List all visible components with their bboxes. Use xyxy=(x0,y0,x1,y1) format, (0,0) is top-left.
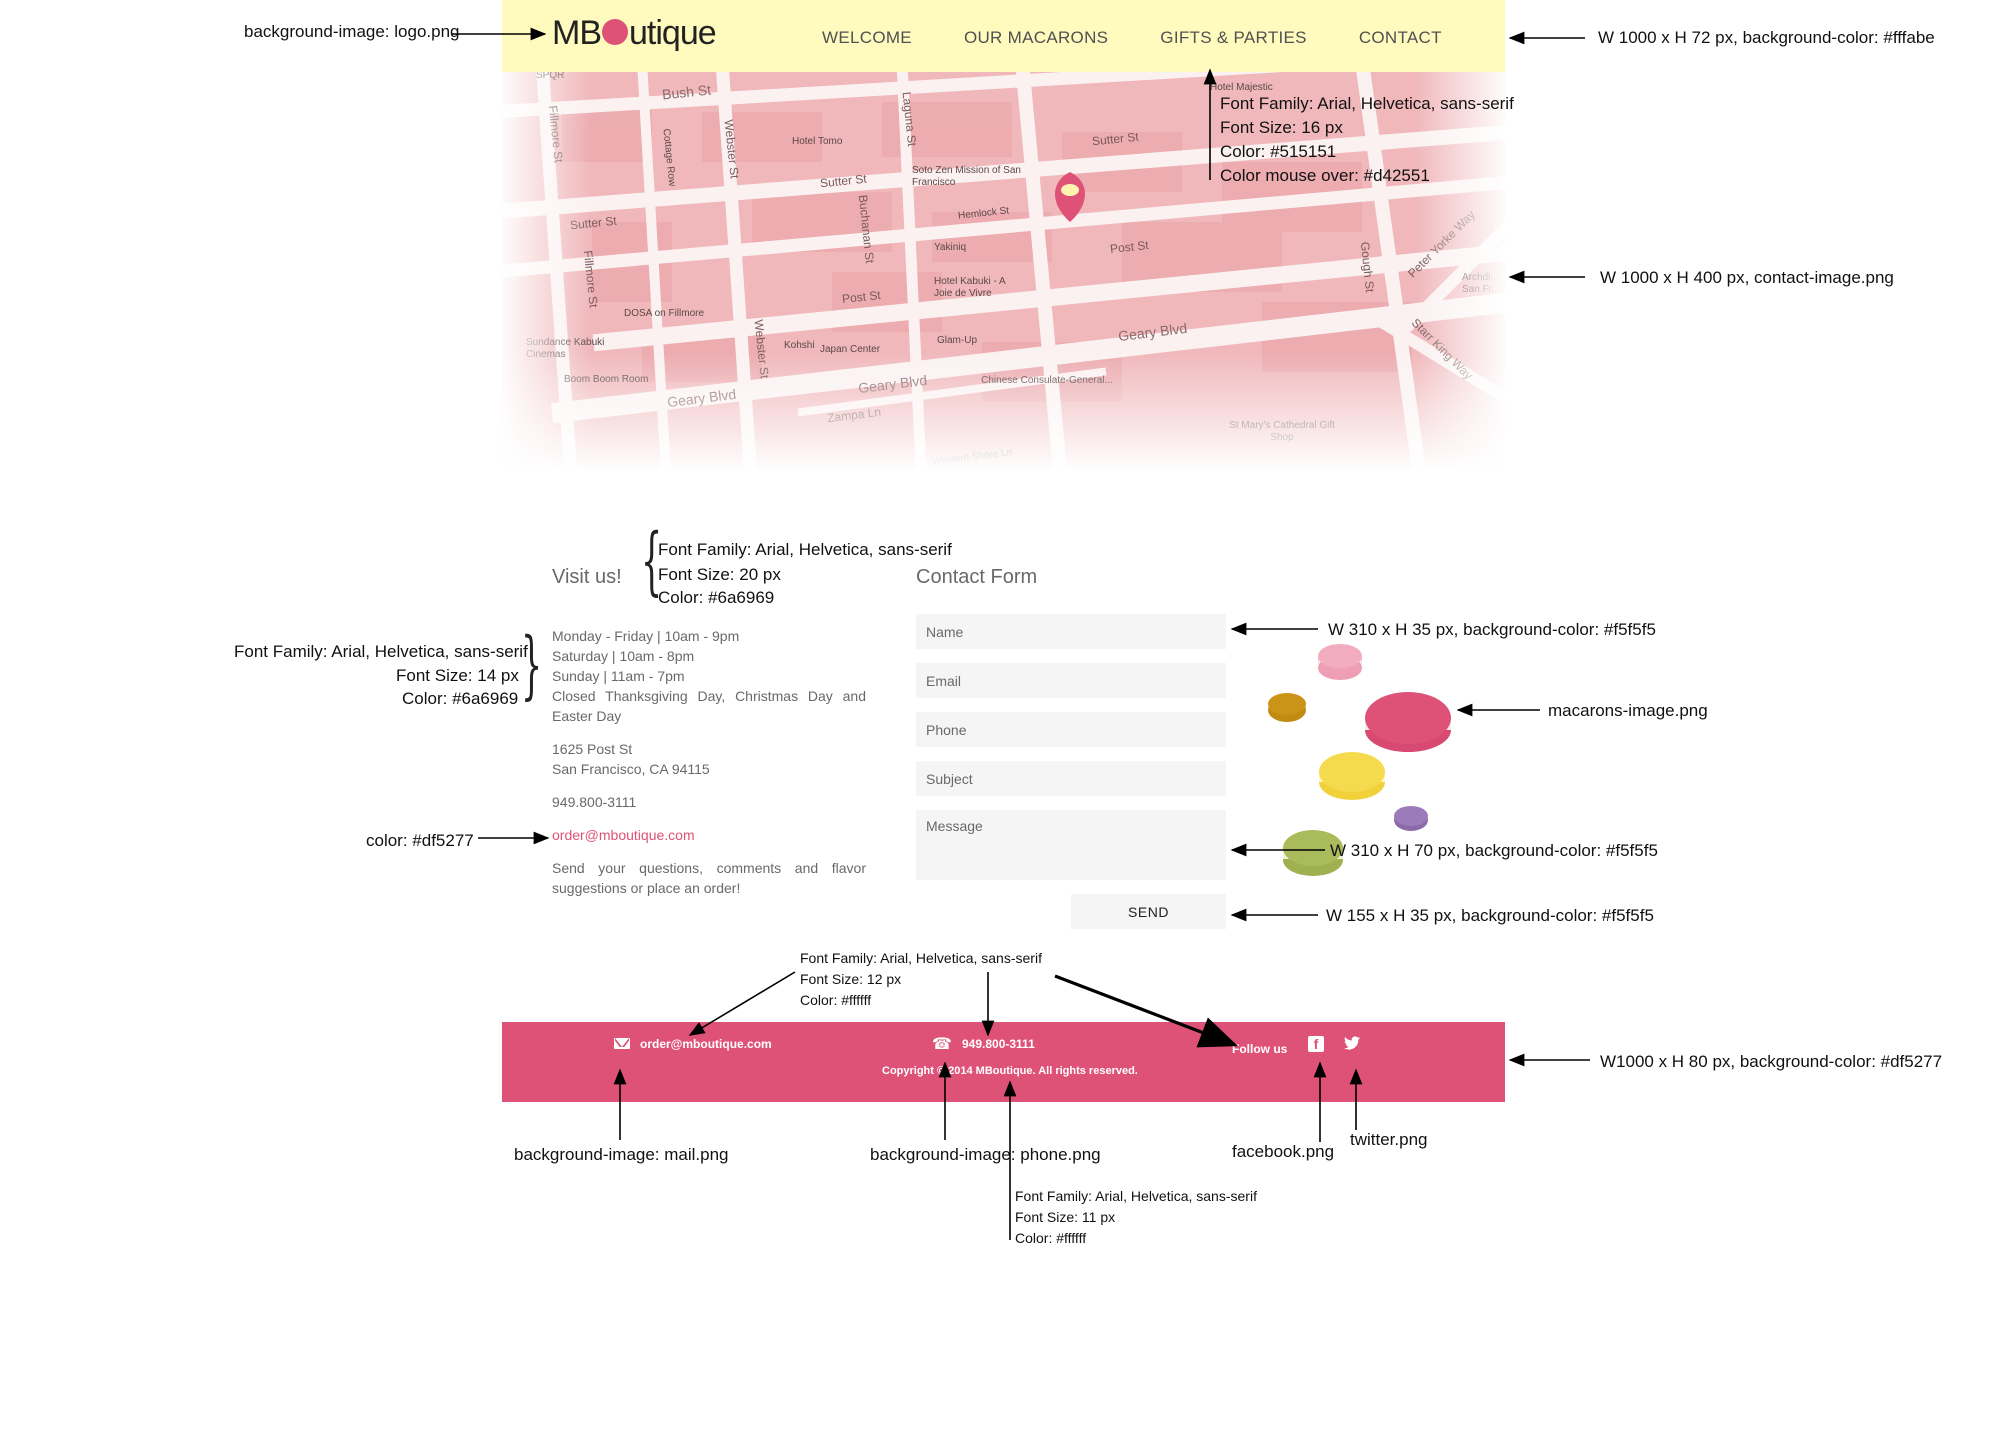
hours-line: Sunday | 11am - 7pm xyxy=(552,668,685,684)
nav-gifts-parties[interactable]: GIFTS & PARTIES xyxy=(1160,28,1307,47)
annotation-label: facebook.png xyxy=(1232,1142,1335,1161)
map-label: Kohshi xyxy=(784,340,815,351)
macaron-amber xyxy=(1268,693,1306,722)
annotation-label: Color: #ffffff xyxy=(1015,1230,1087,1246)
annotation-label: W 1000 x H 72 px, background-color: #fff… xyxy=(1598,28,1935,47)
message-field[interactable] xyxy=(916,810,1226,880)
footer-email-link[interactable]: order@mboutique.com xyxy=(640,1037,772,1051)
contact-map-image: SPQR Bush St Fillmore St Cottage Row Web… xyxy=(502,72,1505,472)
map-label: Hotel Tomo xyxy=(792,136,843,147)
annotation-label: Font Family: Arial, Helvetica, sans-seri… xyxy=(658,540,952,559)
annotation-label: background-image: phone.png xyxy=(870,1145,1101,1164)
map-label: Hotel Kabuki - A Joie de Vivre xyxy=(934,276,1006,299)
visit-note: Send your questions, comments and flavor… xyxy=(552,860,866,896)
macaron-purple xyxy=(1394,806,1428,831)
nav-links: WELCOME OUR MACARONS GIFTS & PARTIES CON… xyxy=(822,28,1442,48)
map-pin-icon xyxy=(1055,172,1085,222)
nav-welcome[interactable]: WELCOME xyxy=(822,28,912,47)
phone-field[interactable] xyxy=(916,712,1226,747)
logo[interactable]: MB utique xyxy=(552,14,717,52)
visit-title: Visit us! xyxy=(552,566,622,588)
address-line: San Francisco, CA 94115 xyxy=(552,761,710,777)
annotation-label: Color: #515151 xyxy=(1220,142,1337,161)
form-title: Contact Form xyxy=(916,566,1038,588)
annotation-label: twitter.png xyxy=(1350,1130,1428,1149)
email-field[interactable] xyxy=(916,663,1226,698)
address-line: 1625 Post St xyxy=(552,741,633,757)
annotation-label: Color: #ffffff xyxy=(800,992,872,1008)
annotation-label: W 155 x H 35 px, background-color: #f5f5… xyxy=(1326,906,1654,925)
annotation-label: Font Family: Arial, Helvetica, sans-seri… xyxy=(1015,1188,1257,1204)
nav-our-macarons[interactable]: OUR MACARONS xyxy=(963,28,1109,47)
annotation-label: Font Size: 14 px xyxy=(396,666,519,685)
macaron-yellow xyxy=(1319,752,1385,800)
macarons-image xyxy=(1268,644,1451,876)
mail-icon xyxy=(614,1038,630,1049)
annotation-label: Font Family: Arial, Helvetica, sans-seri… xyxy=(234,642,528,661)
send-button[interactable]: SEND xyxy=(1071,894,1226,929)
visit-email-link[interactable]: order@mboutique.com xyxy=(552,827,695,843)
annotation-label: color: #df5277 xyxy=(366,831,474,850)
follow-us-label: Follow us xyxy=(1232,1042,1288,1056)
annotation-label: background-image: logo.png xyxy=(244,22,460,41)
macaron-pink-large xyxy=(1365,692,1451,752)
map-label: Glam-Up xyxy=(937,335,978,346)
map-label: Soto Zen Mission of San Francisco xyxy=(912,165,1021,188)
annotation-label: Font Size: 11 px xyxy=(1015,1209,1116,1225)
hours-line: Monday - Friday | 10am - 9pm xyxy=(552,628,740,644)
annotation-label: Font Size: 20 px xyxy=(658,565,781,584)
macaron-green xyxy=(1283,830,1343,876)
subject-field[interactable] xyxy=(916,761,1226,796)
phone-icon: ☎ xyxy=(932,1036,952,1053)
annotation-label: Font Family: Arial, Helvetica, sans-seri… xyxy=(800,950,1042,966)
facebook-icon[interactable]: f xyxy=(1308,1036,1324,1052)
annotation-label: Color: #6a6969 xyxy=(402,689,519,708)
map-label: Hotel Majestic xyxy=(1210,82,1273,93)
hours-line: Closed Thanksgiving Day, Christmas Day a… xyxy=(552,688,866,724)
macaron-pink-small xyxy=(1318,644,1362,680)
annotation-label: Font Size: 12 px xyxy=(800,971,902,987)
visit-phone: 949.800-3111 xyxy=(552,794,637,810)
annotation-label: Font Family: Arial, Helvetica, sans-seri… xyxy=(1220,94,1514,113)
nav-contact[interactable]: CONTACT xyxy=(1358,28,1442,47)
map-label: DOSA on Fillmore xyxy=(624,308,705,319)
macaron-logo-icon xyxy=(602,19,628,46)
footer: order@mboutique.com ☎ 949.800-3111 Copyr… xyxy=(502,1022,1505,1102)
annotation-label: background-image: mail.png xyxy=(514,1145,729,1164)
map-label: Yakiniq xyxy=(934,242,967,253)
annotation-label: Font Size: 16 px xyxy=(1220,118,1343,137)
annotation-label: macarons-image.png xyxy=(1548,701,1708,720)
name-field[interactable] xyxy=(916,614,1226,649)
footer-phone: 949.800-3111 xyxy=(962,1037,1035,1051)
annotation-label: W 310 x H 35 px, background-color: #f5f5… xyxy=(1328,620,1656,639)
top-nav-bar: MB utique WELCOME OUR MACARONS GIFTS & PA… xyxy=(502,0,1505,72)
map-label: Japan Center xyxy=(820,344,881,355)
annotation-label: Color: #6a6969 xyxy=(658,588,775,607)
annotation-label: W1000 x H 80 px, background-color: #df52… xyxy=(1600,1052,1943,1071)
annotation-label: W 1000 x H 400 px, contact-image.png xyxy=(1600,268,1894,287)
hours-line: Saturday | 10am - 8pm xyxy=(552,648,695,664)
annotation-label: W 310 x H 70 px, background-color: #f5f5… xyxy=(1330,841,1658,860)
visit-info: Monday - Friday | 10am - 9pm Saturday | … xyxy=(552,626,866,911)
map-fade xyxy=(502,352,1505,472)
annotation-label: Color mouse over: #d42551 xyxy=(1220,166,1430,185)
twitter-icon[interactable] xyxy=(1344,1036,1360,1053)
